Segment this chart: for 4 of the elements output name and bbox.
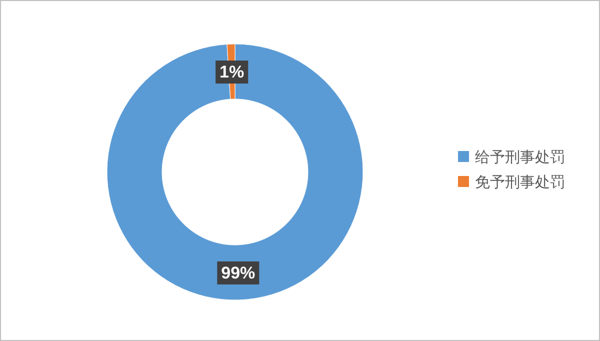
legend-label: 免予刑事处罚 <box>475 173 565 191</box>
legend-label: 给予刑事处罚 <box>475 148 565 166</box>
data-label: 1% <box>220 62 244 82</box>
data-label: 99% <box>221 263 256 282</box>
